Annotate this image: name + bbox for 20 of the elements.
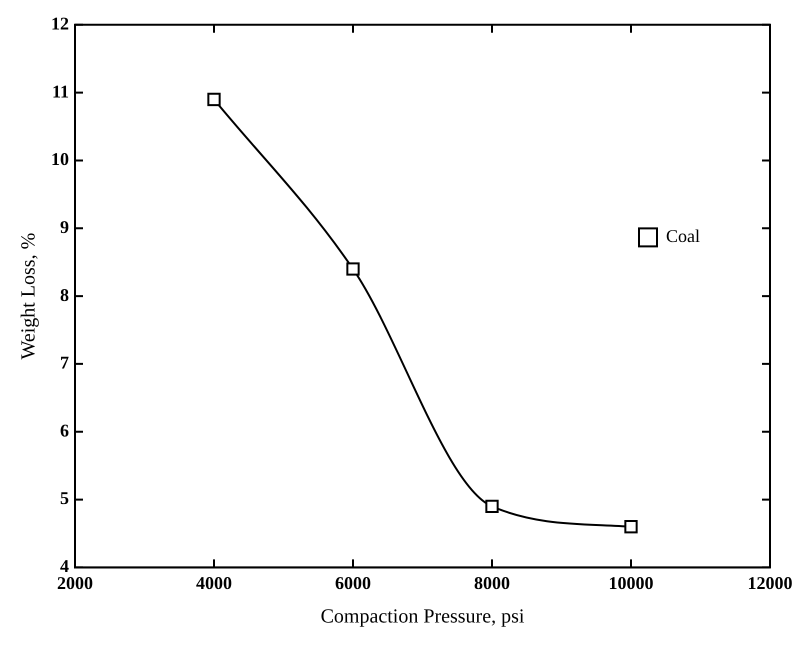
x-tick-label: 12000 — [748, 572, 792, 593]
point — [624, 520, 638, 534]
x-tick-label: 10000 — [608, 572, 654, 593]
x-tick-label: 4000 — [196, 572, 232, 593]
y-tick-label: 6 — [60, 420, 69, 440]
y-tick-label: 11 — [52, 81, 69, 102]
x-axis-title: Compaction Pressure, psi — [320, 605, 525, 628]
point — [207, 92, 221, 106]
legend-label: Coal — [666, 226, 700, 246]
y-tick-label: 5 — [60, 488, 69, 508]
y-axis-title: Weight Loss, % — [17, 232, 40, 360]
y-tick-label: 8 — [60, 284, 69, 305]
x-tick-label: 8000 — [474, 572, 510, 593]
x-tick-label: 6000 — [335, 572, 371, 593]
y-tick-label: 12 — [51, 13, 69, 34]
point — [485, 500, 499, 514]
y-tick-label: 9 — [60, 216, 69, 237]
y-tick-label: 10 — [51, 149, 69, 170]
y-tick-label: 7 — [60, 352, 69, 373]
point — [346, 262, 360, 276]
